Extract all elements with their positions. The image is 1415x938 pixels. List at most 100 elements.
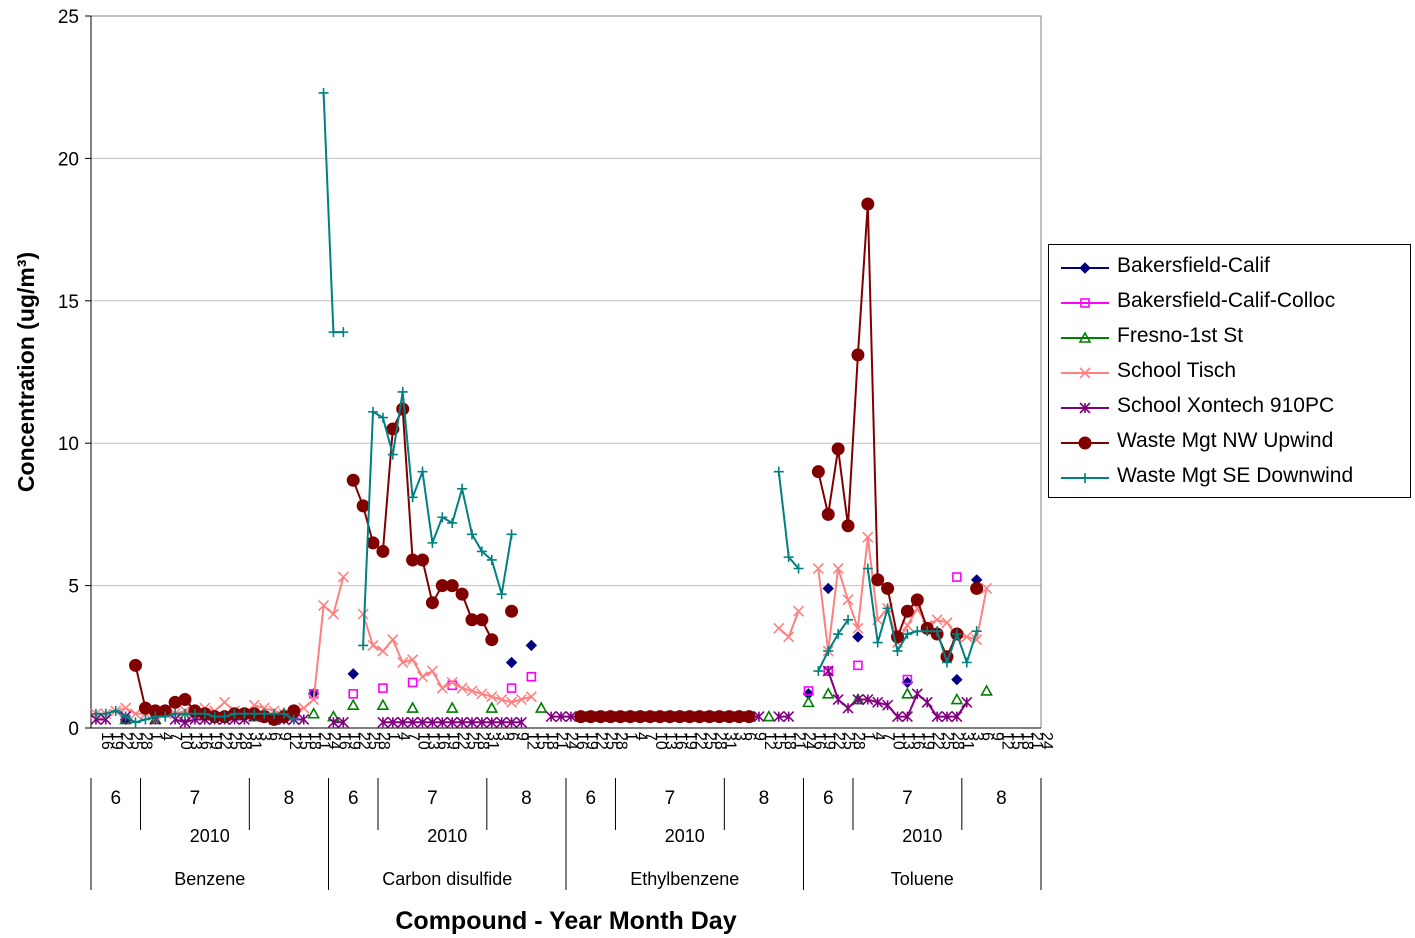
data-point (555, 711, 567, 723)
x-tick-label-day: 16 (909, 732, 926, 750)
data-point (901, 687, 914, 699)
data-point (861, 197, 875, 211)
x-tick-label-day: 25 (128, 732, 145, 750)
x-tick-label-day: 6 (504, 732, 521, 741)
x-tick-label-day: 19 (345, 732, 362, 750)
data-point (1078, 331, 1092, 343)
x-tick-label-day: 28 (236, 732, 253, 750)
y-axis-title: Concentration (ug/m³) (13, 252, 39, 492)
data-point (445, 701, 459, 713)
data-point (496, 716, 508, 728)
legend-item: School Tisch (1049, 355, 1410, 390)
data-point (921, 696, 933, 708)
data-point (358, 640, 369, 651)
data-point (407, 492, 418, 503)
data-point (843, 614, 854, 625)
data-point (803, 686, 814, 696)
x-tick-label-day: 12 (523, 732, 540, 750)
x-tick-label-day: 19 (207, 732, 224, 750)
legend-item: Waste Mgt NW Upwind (1049, 425, 1410, 460)
series-1 (119, 574, 983, 726)
data-point (269, 708, 280, 719)
data-point (882, 603, 893, 614)
data-point (377, 716, 389, 728)
x-tick-label-day: 13 (900, 732, 917, 750)
data-point (199, 708, 210, 719)
x-tick-label-day: 13 (187, 732, 204, 750)
data-point (178, 693, 192, 707)
x-tick-label-day: 24 (801, 732, 818, 750)
legend-label: Waste Mgt NW Upwind (1117, 429, 1334, 452)
x-tick-label-day: 28 (474, 732, 491, 750)
data-point (793, 563, 804, 574)
data-point (1079, 402, 1091, 414)
data-point (298, 713, 310, 726)
data-point (951, 673, 963, 686)
data-point (862, 531, 874, 543)
x-tick-label-day: 18 (1018, 732, 1035, 750)
x-axis-title: Compound - Year Month Day (395, 907, 736, 935)
data-point (515, 693, 528, 706)
x-tick-label-day: 19 (919, 732, 936, 750)
data-point (387, 716, 399, 728)
x-tick-label-day: 10 (890, 732, 907, 750)
x-tick-label-year: 2010 (427, 826, 467, 846)
x-tick-label-day: 18 (543, 732, 560, 750)
x-tick-label-compound: Carbon disulfide (382, 869, 512, 889)
data-point (961, 631, 973, 643)
data-point (525, 639, 538, 652)
data-point (129, 658, 143, 672)
legend-swatch (1061, 402, 1109, 414)
data-point (951, 711, 963, 723)
data-point (436, 716, 448, 728)
data-point (486, 691, 498, 703)
data-point (437, 512, 448, 523)
data-point (140, 714, 151, 725)
data-point (931, 711, 943, 723)
data-point (742, 710, 756, 724)
data-point (912, 626, 923, 637)
data-point (526, 671, 537, 682)
x-tick-label-day: 16 (573, 732, 590, 750)
x-tick-label-day: 22 (929, 732, 946, 750)
data-point (397, 386, 408, 397)
x-tick-label-month: 7 (902, 788, 913, 809)
x-tick-label-day: 16 (810, 732, 827, 750)
data-point (1080, 298, 1090, 308)
x-tick-label-year: 2010 (902, 826, 942, 846)
x-tick-label-day: 15 (771, 732, 788, 750)
data-point (565, 711, 577, 723)
data-point (971, 626, 982, 637)
data-point (951, 629, 962, 640)
legend-item: Bakersfield-Calif (1049, 250, 1410, 285)
x-tick-label-day: 28 (375, 732, 392, 750)
data-point (892, 646, 903, 657)
data-point (307, 707, 321, 719)
x-tick-label-year: 2010 (665, 826, 705, 846)
x-tick-label-day: 7 (405, 732, 422, 741)
x-tick-label-day: 21 (553, 732, 570, 750)
data-point (872, 637, 883, 648)
data-point (813, 666, 824, 677)
x-tick-label-day: 15 (296, 732, 313, 750)
data-point (130, 717, 141, 728)
data-point (961, 657, 972, 668)
legend-swatch (1061, 298, 1109, 308)
data-point (90, 708, 101, 719)
data-point (783, 631, 795, 643)
data-point (970, 581, 984, 595)
x-tick-label-day: 22 (830, 732, 847, 750)
data-point (407, 716, 419, 728)
data-point (842, 702, 854, 714)
data-point (327, 608, 340, 620)
data-point (447, 517, 458, 528)
data-point (486, 554, 497, 565)
data-point (952, 572, 962, 582)
y-axis: 0 5 10 15 20 25 (58, 7, 92, 740)
data-point (476, 716, 488, 728)
data-point (911, 688, 923, 700)
data-point (762, 709, 776, 722)
data-point (318, 87, 329, 98)
x-tick-label-day: 7 (642, 732, 659, 741)
